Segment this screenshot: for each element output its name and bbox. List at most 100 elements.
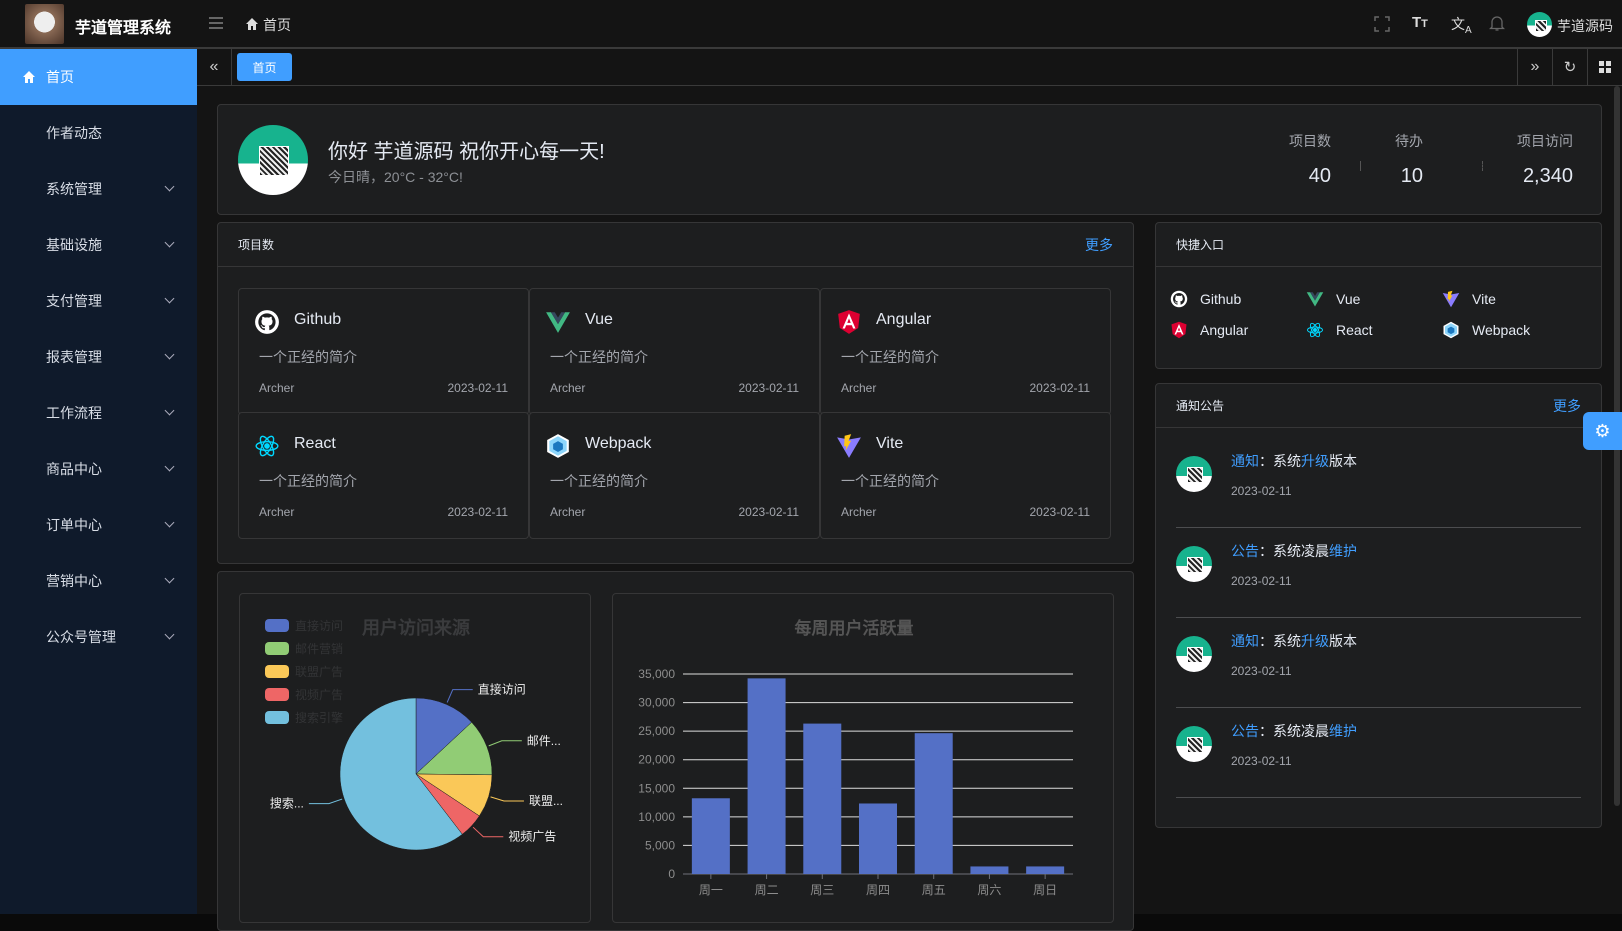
sidebar-item-author[interactable]: 作者动态 [0,105,197,161]
tab-home[interactable]: 首页 [237,53,292,81]
bar[interactable] [1026,866,1065,874]
notice-highlight: 维护 [1329,723,1357,739]
bar[interactable] [691,798,730,874]
user-avatar[interactable] [1527,12,1552,37]
more-link[interactable]: 更多 [1553,398,1581,414]
notice-title[interactable]: 公告：系统凌晨维护 [1231,721,1357,741]
notice-title[interactable]: 通知：系统升级版本 [1231,631,1357,651]
sidebar-item-pay[interactable]: 支付管理 [0,273,197,329]
pie-slice[interactable] [339,697,463,851]
bar[interactable] [859,803,897,874]
sidebar-item-infra[interactable]: 基础设施 [0,217,197,273]
legend-label[interactable]: 直接访问 [295,618,343,633]
scroll-right-button[interactable]: » [1517,49,1552,85]
webpack-icon [1442,321,1460,339]
quick-entry-item[interactable]: Github [1170,290,1241,308]
project-name: Webpack [585,435,652,452]
user-name[interactable]: 芋道源码 [1557,18,1613,34]
project-card[interactable]: Webpack 一个正经的简介 Archer 2023-02-11 [529,412,820,539]
project-card[interactable]: Angular 一个正经的简介 Archer 2023-02-11 [820,288,1111,415]
fullscreen-icon[interactable] [1374,16,1390,32]
sidebar-item-mp[interactable]: 公众号管理 [0,609,197,665]
bar[interactable] [803,723,842,874]
project-card[interactable]: React 一个正经的简介 Archer 2023-02-11 [238,412,529,539]
notice-title[interactable]: 通知：系统升级版本 [1231,451,1357,471]
legend-label[interactable]: 搜索引擎 [295,710,343,725]
notice-text: 系统凌晨 [1273,543,1329,559]
legend-swatch[interactable] [265,665,289,678]
more-link[interactable]: 更多 [1085,237,1113,253]
projects-card: 项目数 更多 Github 一个正经的简介 Archer 2023-02-11 V… [217,222,1134,564]
project-name: Github [294,311,342,328]
sidebar-item-label: 报表管理 [46,349,102,365]
quick-entry-item[interactable]: Angular [1170,321,1248,339]
bar[interactable] [747,678,786,874]
bar-chart: 每周用户活跃量 0 5,000 10,000 15,000 20,000 25,000 30,… [638,618,1073,897]
x-tick-label: 周一 [699,883,723,897]
tab-menu-button[interactable] [1587,49,1622,85]
notice-type: 通知 [1231,633,1259,649]
angular-icon [836,309,862,335]
stat-value: 2,340 [1522,165,1573,187]
notice-title[interactable]: 公告：系统凌晨维护 [1231,541,1357,561]
sidebar-item-product[interactable]: 商品中心 [0,441,197,497]
card-header: 通知公告 更多 [1156,384,1601,428]
legend-label[interactable]: 联盟广告 [295,665,343,679]
sidebar-item-label: 订单中心 [46,517,102,533]
notice-item[interactable]: 公告：系统凌晨维护 2023-02-11 [1176,528,1581,618]
legend-label[interactable]: 邮件营销 [295,642,343,656]
quick-entry-item[interactable]: Vite [1442,290,1496,308]
notice-date: 2023-02-11 [1231,664,1292,678]
project-card[interactable]: Vue 一个正经的简介 Archer 2023-02-11 [529,288,820,415]
bell-icon[interactable] [1489,14,1505,32]
sidebar-item-marketing[interactable]: 营销中心 [0,553,197,609]
notice-sep: ： [1259,453,1273,469]
sidebar-item-label: 基础设施 [46,237,102,253]
legend-swatch[interactable] [265,688,289,701]
project-name: Angular [876,311,932,328]
legend-swatch[interactable] [265,619,289,632]
menu-fold-icon[interactable] [209,17,223,29]
card-title: 快捷入口 [1176,238,1225,252]
pie-slice[interactable] [415,697,473,775]
label-line [446,689,473,703]
project-card[interactable]: Vite 一个正经的简介 Archer 2023-02-11 [820,412,1111,539]
scroll-left-button[interactable]: « [197,49,232,85]
bar-chart-panel: 每周用户活跃量 0 5,000 10,000 15,000 20,000 25,000 30,… [612,593,1114,923]
chevron-down-icon [164,349,175,360]
notice-item[interactable]: 通知：系统升级版本 2023-02-11 [1176,438,1581,528]
font-size-icon[interactable]: TT [1412,14,1428,31]
quick-entry-item[interactable]: Vue [1306,290,1360,308]
sidebar-item-label: 商品中心 [46,461,102,477]
double-chevron-left-icon: « [209,58,219,75]
project-card[interactable]: Github 一个正经的简介 Archer 2023-02-11 [238,288,529,415]
vue-icon [545,309,571,335]
sidebar-item-label: 公众号管理 [46,629,116,645]
bar[interactable] [914,733,953,874]
quick-entry-item[interactable]: React [1306,321,1373,339]
sidebar-item-system[interactable]: 系统管理 [0,161,197,217]
sidebar-item-report[interactable]: 报表管理 [0,329,197,385]
project-desc: 一个正经的简介 [841,473,939,489]
tab-bar: « 首页 » ↻ [197,49,1622,86]
settings-button[interactable]: ⚙ [1583,412,1622,450]
react-icon [254,433,280,459]
translate-icon[interactable]: 文A [1451,16,1472,36]
legend-swatch[interactable] [265,642,289,655]
refresh-button[interactable]: ↻ [1552,49,1587,85]
sidebar-item-order[interactable]: 订单中心 [0,497,197,553]
legend-swatch[interactable] [265,711,289,724]
project-author: Archer [259,505,295,519]
notice-item[interactable]: 通知：系统升级版本 2023-02-11 [1176,618,1581,708]
bar[interactable] [970,866,1009,874]
breadcrumb[interactable]: 首页 [263,17,291,33]
y-tick-label: 10,000 [638,810,675,824]
sidebar-item-workflow[interactable]: 工作流程 [0,385,197,441]
sidebar-item-home[interactable]: 首页 [0,49,197,105]
notice-item[interactable]: 公告：系统凌晨维护 2023-02-11 [1176,708,1581,798]
quick-entry-item[interactable]: Webpack [1442,321,1530,339]
quick-entry-label: Github [1200,291,1242,307]
legend-label[interactable]: 视频广告 [295,687,343,702]
stat-todo: 待办 10 [1395,131,1423,188]
vite-icon [836,433,862,459]
